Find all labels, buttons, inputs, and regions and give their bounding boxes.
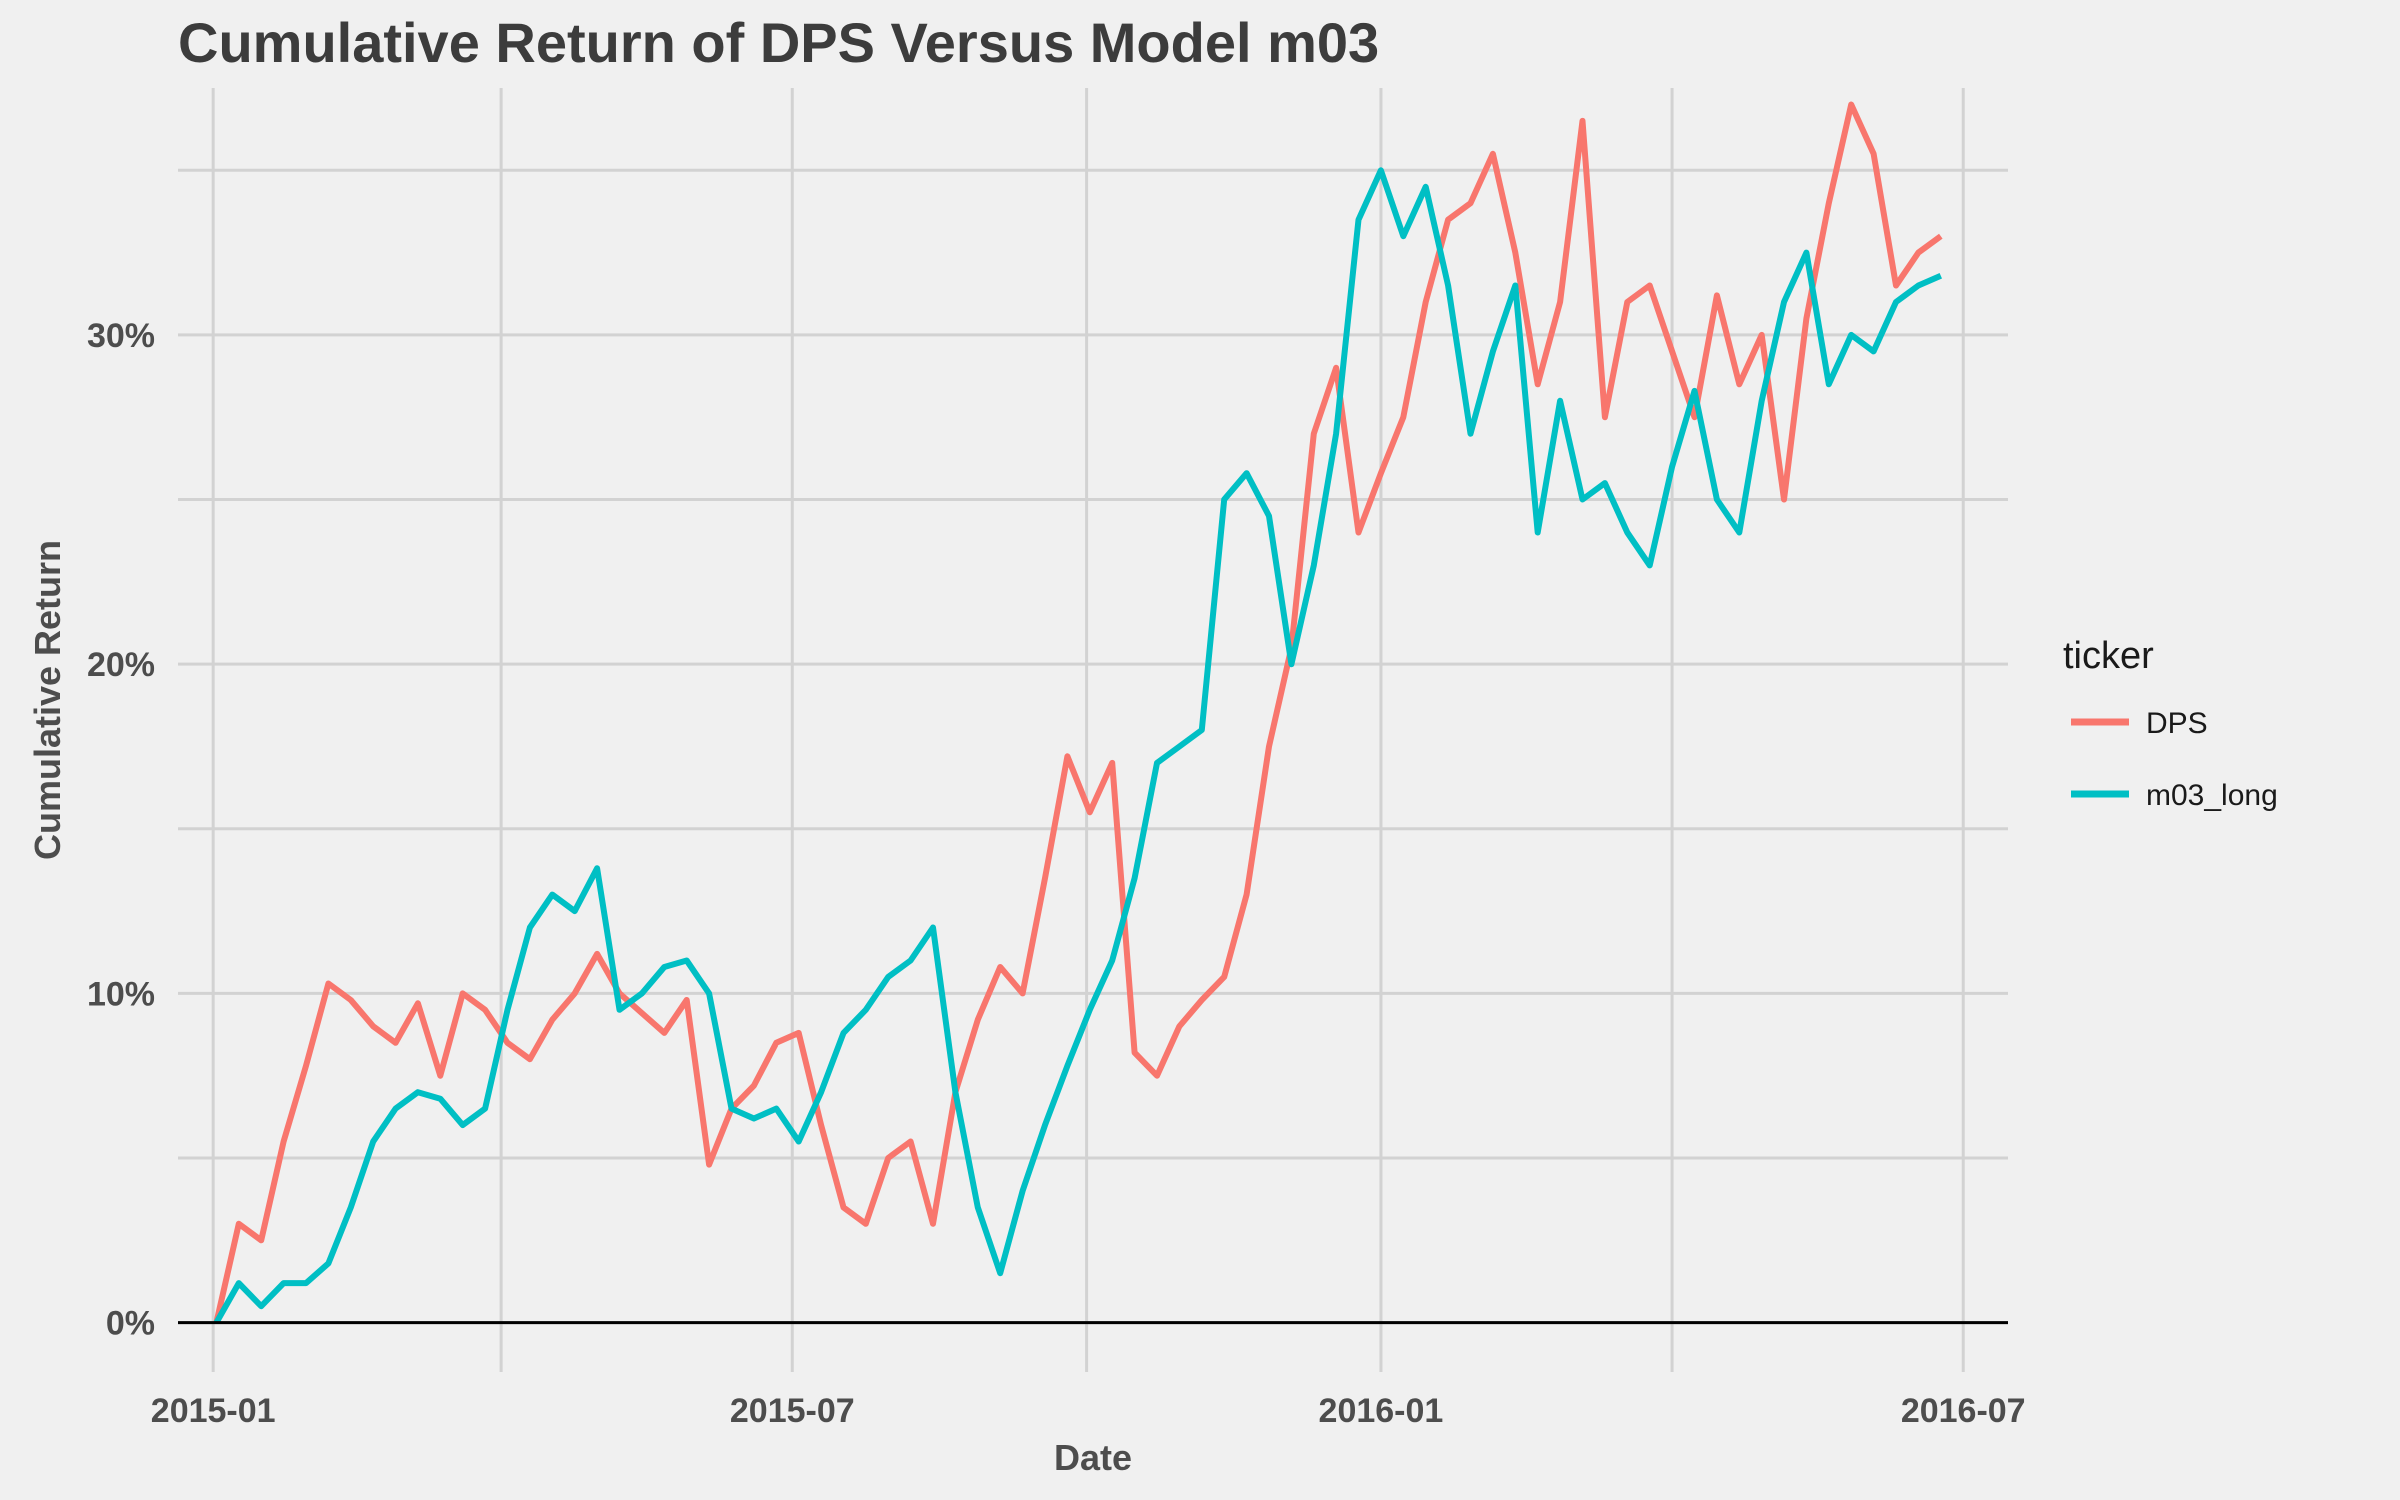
y-tick-label: 0% bbox=[106, 1305, 155, 1343]
x-axis-ticks: 2015-01 2015-07 2016-01 2016-07 bbox=[151, 1392, 2026, 1430]
x-tick-label: 2016-01 bbox=[1319, 1392, 1444, 1430]
x-tick-label: 2016-07 bbox=[1901, 1392, 2026, 1430]
y-tick-label: 20% bbox=[87, 646, 155, 684]
y-tick-label: 30% bbox=[87, 317, 155, 355]
gridlines bbox=[178, 88, 2008, 1372]
chart-title: Cumulative Return of DPS Versus Model m0… bbox=[178, 11, 1379, 74]
series-layer bbox=[213, 101, 1943, 1325]
legend: ticker DPS m03_long bbox=[2063, 635, 2278, 812]
series-line-m03-long bbox=[213, 167, 1943, 1325]
x-tick-label: 2015-01 bbox=[151, 1392, 276, 1430]
legend-label-dps: DPS bbox=[2146, 707, 2208, 740]
legend-label-m03-long: m03_long bbox=[2146, 779, 2278, 812]
x-axis-title: Date bbox=[1054, 1437, 1132, 1478]
y-axis-title: Cumulative Return bbox=[27, 540, 68, 860]
y-tick-label: 10% bbox=[87, 975, 155, 1013]
x-tick-label: 2015-07 bbox=[730, 1392, 855, 1430]
legend-title: ticker bbox=[2063, 635, 2154, 677]
y-axis-ticks: 0% 10% 20% 30% bbox=[87, 317, 155, 1343]
